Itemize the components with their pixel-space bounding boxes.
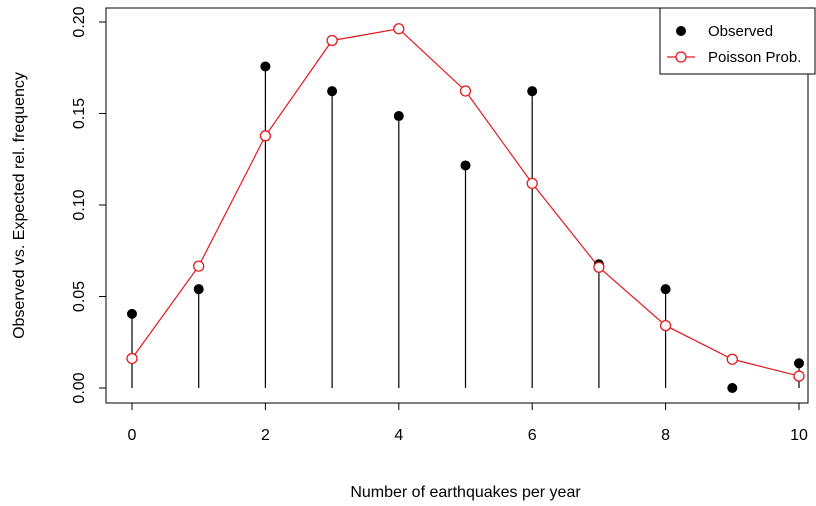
- x-tick-label: 8: [661, 427, 670, 444]
- legend-marker: [675, 51, 687, 63]
- poisson-point: [526, 177, 538, 190]
- x-tick-label: 0: [128, 427, 137, 444]
- observed-point: [327, 86, 338, 97]
- observed-point: [527, 86, 538, 97]
- y-axis-label: Observed vs. Expected rel. frequency: [11, 72, 28, 339]
- observed-point: [794, 358, 804, 369]
- poisson-point: [393, 23, 405, 35]
- x-axis: 0 2 4 6 8 10: [128, 402, 808, 444]
- observed-point: [193, 284, 204, 295]
- legend-marker: [676, 26, 686, 36]
- poisson-point: [726, 353, 738, 365]
- legend-box: [659, 7, 816, 75]
- poisson-point: [193, 260, 205, 272]
- poisson-point: [126, 352, 138, 365]
- observed-point: [727, 383, 738, 393]
- poisson-point: [259, 130, 272, 142]
- legend: Observed Poisson Prob.: [659, 7, 816, 75]
- y-tick-label: 0.00: [71, 372, 88, 403]
- observed-point: [393, 111, 404, 122]
- y-tick-label: 0.10: [71, 189, 88, 220]
- observed-point: [260, 61, 271, 72]
- x-tick-label: 2: [261, 427, 270, 444]
- x-axis-label: Number of earthquakes per year: [350, 484, 581, 501]
- poisson-point: [326, 34, 338, 47]
- observed-point: [660, 284, 671, 295]
- poisson-point: [459, 85, 472, 97]
- x-tick-label: 4: [394, 427, 403, 444]
- poisson-point: [659, 319, 672, 332]
- poisson-point: [593, 261, 605, 273]
- poisson-point: [793, 370, 805, 382]
- observed-point: [460, 160, 471, 171]
- data-points: [126, 23, 805, 393]
- observed-point: [127, 308, 137, 319]
- legend-label: Observed: [708, 23, 773, 40]
- x-tick-label: 10: [790, 427, 808, 444]
- x-tick-label: 6: [528, 427, 537, 444]
- y-tick-label: 0.05: [71, 281, 88, 312]
- legend-item: Poisson Prob.: [667, 49, 801, 66]
- legend-item: Observed: [676, 23, 773, 40]
- y-tick-label: 0.20: [71, 6, 88, 37]
- y-tick-label: 0.15: [71, 98, 88, 129]
- legend-label: Poisson Prob.: [708, 49, 801, 66]
- observed-drop-lines: [131, 66, 800, 388]
- y-axis: 0.00 0.05 0.10 0.15 0.20: [71, 6, 107, 404]
